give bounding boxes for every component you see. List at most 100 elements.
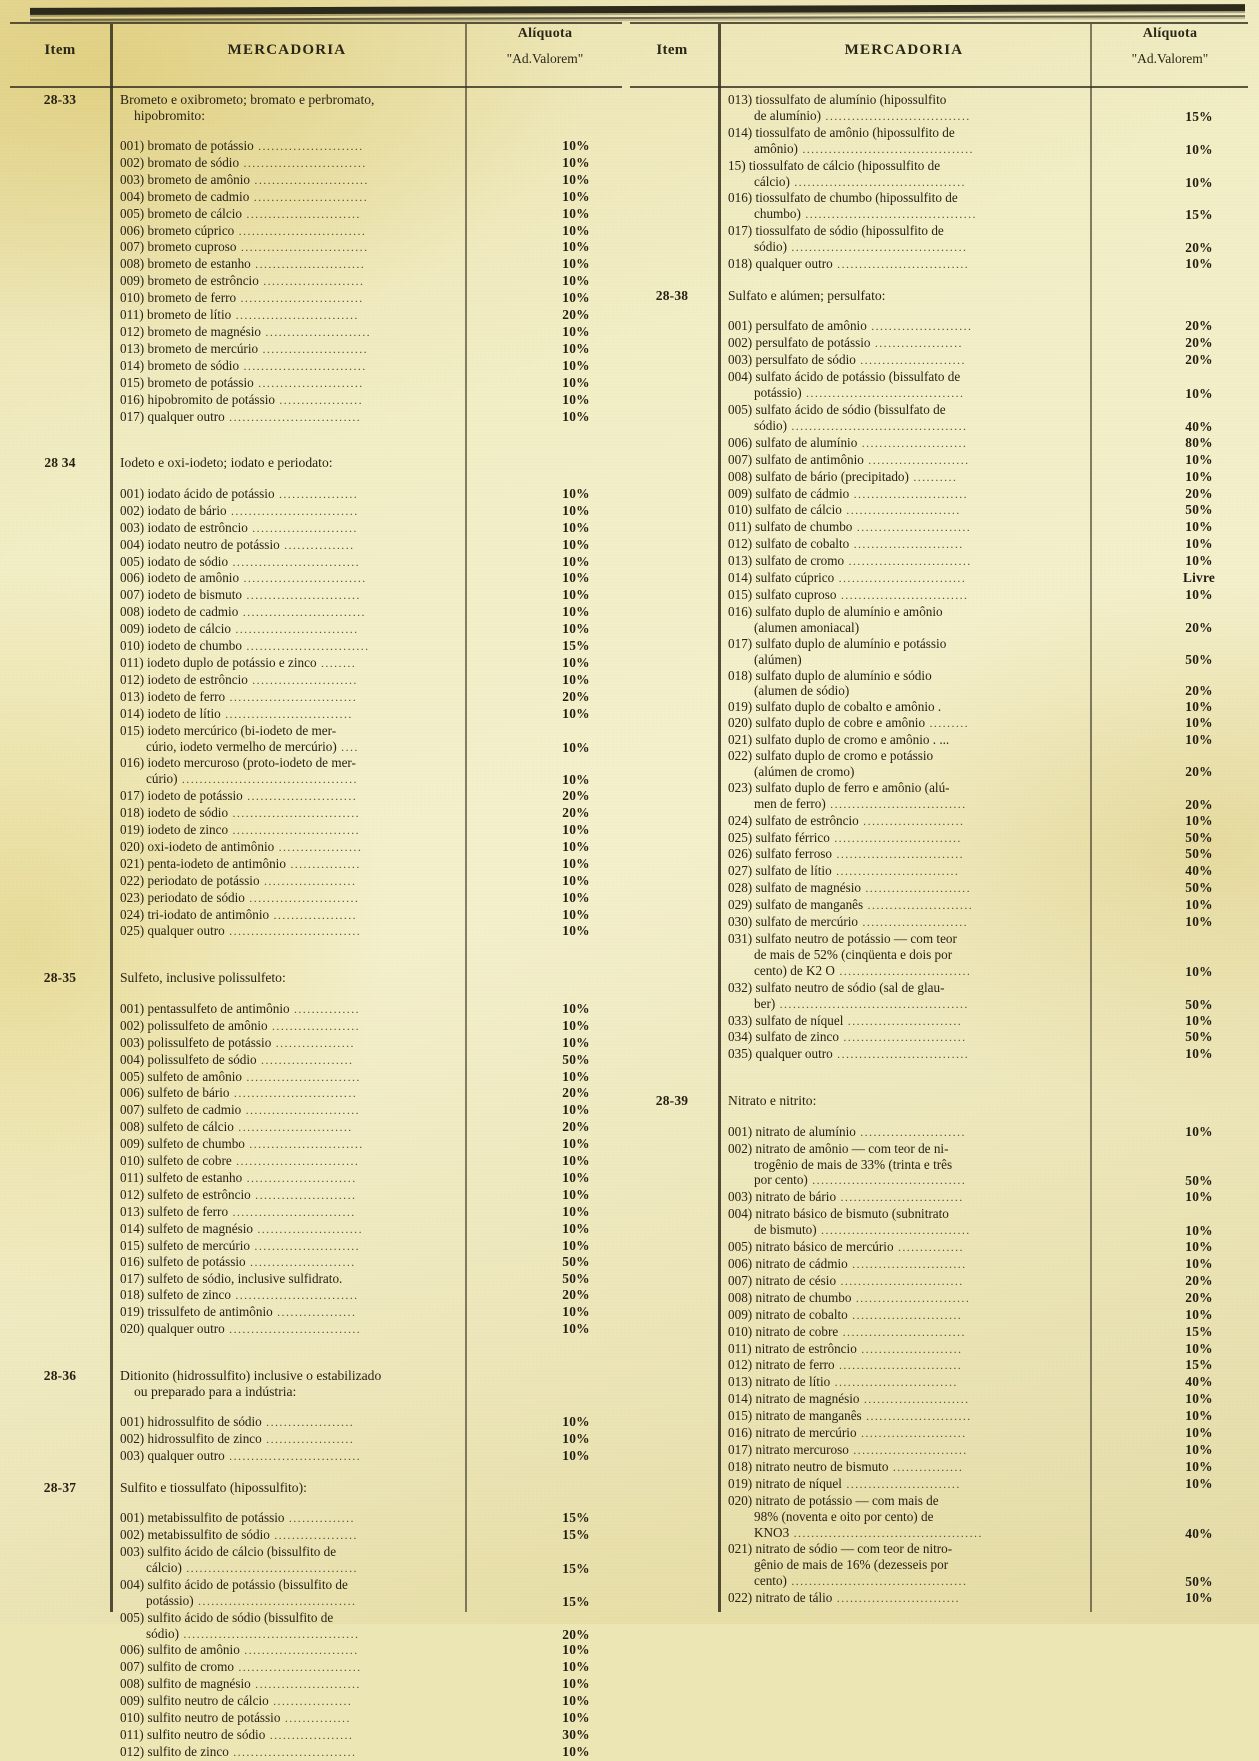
table-row[interactable]: 003) sulfito ácido de cálcio (bissulfito… <box>120 1544 628 1577</box>
table-row[interactable]: 002) nitrato de amônio — com teor de ni-… <box>728 1141 1255 1190</box>
table-row[interactable]: 002) hidrossulfito de zinco ............… <box>120 1431 628 1448</box>
table-row[interactable]: 030) sulfato de mercúrio ...............… <box>728 914 1255 931</box>
table-row[interactable]: 024) tri-iodato de antimônio ...........… <box>120 907 628 924</box>
table-row[interactable]: 009) sulfito neutro de cálcio ..........… <box>120 1693 628 1710</box>
table-row[interactable]: 021) sulfato duplo de cromo e amônio . .… <box>728 732 1255 748</box>
table-row[interactable]: 017) tiossulfato de sódio (hipossulfito … <box>728 223 1255 256</box>
table-row[interactable]: 012) brometo de magnésio ...............… <box>120 324 628 341</box>
table-row[interactable]: 016) hipobromito de potássio ...........… <box>120 392 628 409</box>
table-row[interactable]: 010) iodeto de chumbo ..................… <box>120 638 628 655</box>
table-row[interactable]: 015) nitrato de manganês ...............… <box>728 1408 1255 1425</box>
table-row[interactable]: 005) sulfito ácido de sódio (bissulfito … <box>120 1610 628 1643</box>
table-row[interactable]: 007) iodeto de bismuto .................… <box>120 587 628 604</box>
table-row[interactable]: 017) iodeto de potássio ................… <box>120 788 628 805</box>
table-row[interactable]: 003) iodato de estrôncio ...............… <box>120 520 628 537</box>
table-row[interactable]: 006) sulfito de amônio .................… <box>120 1642 628 1659</box>
table-row[interactable]: 016) nitrato de mercúrio ...............… <box>728 1425 1255 1442</box>
table-row[interactable]: 013) sulfato de cromo ..................… <box>728 553 1255 570</box>
table-row[interactable]: 021) penta-iodeto de antimônio .........… <box>120 856 628 873</box>
table-row[interactable]: 020) nitrato de potássio — com mais de 98… <box>728 1493 1255 1542</box>
table-row[interactable]: 002) metabissulfito de sódio ...........… <box>120 1527 628 1544</box>
table-row[interactable]: 001) nitrato de alumínio ...............… <box>728 1124 1255 1141</box>
table-row[interactable]: 033) sulfato de níquel .................… <box>728 1013 1255 1030</box>
table-row[interactable]: 003) polissulfeto de potássio ..........… <box>120 1035 628 1052</box>
table-row[interactable]: 005) sulfato ácido de sódio (bissulfato … <box>728 402 1255 435</box>
table-row[interactable]: 014) sulfato cúprico ...................… <box>728 570 1255 587</box>
table-row[interactable]: 003) brometo de amônio .................… <box>120 172 628 189</box>
table-row[interactable]: 014) nitrato de magnésio ...............… <box>728 1391 1255 1408</box>
table-row[interactable]: 035) qualquer outro ....................… <box>728 1046 1255 1063</box>
table-row[interactable]: 008) brometo de estanho ................… <box>120 256 628 273</box>
table-row[interactable]: 015) sulfeto de mercúrio ...............… <box>120 1238 628 1255</box>
table-row[interactable]: 014) brometo de sódio ..................… <box>120 358 628 375</box>
table-row[interactable]: 011) iodeto duplo de potássio e zinco ..… <box>120 655 628 672</box>
table-row[interactable]: 018) sulfato duplo de alumínio e sódio (a… <box>728 668 1255 700</box>
table-row[interactable]: 016) iodeto mercuroso (proto-iodeto de m… <box>120 755 628 788</box>
table-row[interactable]: 022) periodato de potássio .............… <box>120 873 628 890</box>
table-row[interactable]: 018) sulfeto de zinco ..................… <box>120 1287 628 1304</box>
table-row[interactable]: 009) nitrato de cobalto ................… <box>728 1307 1255 1324</box>
table-row[interactable]: 013) tiossulfato de alumínio (hipossulfi… <box>728 92 1255 125</box>
table-row[interactable]: 027) sulfato de lítio ..................… <box>728 863 1255 880</box>
table-row[interactable]: 021) nitrato de sódio — com teor de nitr… <box>728 1541 1255 1590</box>
table-row[interactable]: 031) sulfato neutro de potássio — com te… <box>728 931 1255 980</box>
table-row[interactable]: 003) persulfato de sódio ...............… <box>728 352 1255 369</box>
table-row[interactable]: 029) sulfato de manganês ...............… <box>728 897 1255 914</box>
table-row[interactable]: 006) iodeto de amônio ..................… <box>120 570 628 587</box>
table-row[interactable]: 011) sulfito neutro de sódio ...........… <box>120 1727 628 1744</box>
table-row[interactable]: 005) brometo de cálcio .................… <box>120 206 628 223</box>
table-row[interactable]: 015) brometo de potássio ...............… <box>120 375 628 392</box>
table-row[interactable]: 022) nitrato de tálio ..................… <box>728 1590 1255 1607</box>
table-row[interactable]: 006) sulfeto de bário ..................… <box>120 1085 628 1102</box>
table-row[interactable]: 010) nitrato de cobre ..................… <box>728 1324 1255 1341</box>
table-row[interactable]: 023) periodato de sódio ................… <box>120 890 628 907</box>
table-row[interactable]: 008) sulfato de bário (precipitado) ....… <box>728 469 1255 486</box>
table-row[interactable]: 019) sulfato duplo de cobalto e amônio .… <box>728 699 1255 715</box>
table-row[interactable]: 009) brometo de estrôncio ..............… <box>120 273 628 290</box>
table-row[interactable]: 017) nitrato mercuroso .................… <box>728 1442 1255 1459</box>
table-row[interactable]: 012) sulfato de cobalto ................… <box>728 536 1255 553</box>
table-row[interactable]: 010) sulfeto de cobre ..................… <box>120 1153 628 1170</box>
table-row[interactable]: 008) sulfeto de cálcio .................… <box>120 1119 628 1136</box>
table-row[interactable]: 009) sulfato de cádmio .................… <box>728 486 1255 503</box>
table-row[interactable]: 004) polissulfeto de sódio .............… <box>120 1052 628 1069</box>
table-row[interactable]: 015) sulfato cuproso ...................… <box>728 587 1255 604</box>
table-row[interactable]: 011) nitrato de estrôncio ..............… <box>728 1341 1255 1358</box>
table-row[interactable]: 016) tiossulfato de chumbo (hipossulfito… <box>728 190 1255 223</box>
table-row[interactable]: 003) nitrato de bário ..................… <box>728 1189 1255 1206</box>
table-row[interactable]: 017) sulfeto de sódio, inclusive sulfidr… <box>120 1271 628 1287</box>
table-row[interactable]: 001) bromato de potássio ...............… <box>120 138 628 155</box>
table-row[interactable]: 001) metabissulfito de potássio ........… <box>120 1510 628 1527</box>
table-row[interactable]: 004) brometo de cadmio .................… <box>120 189 628 206</box>
table-row[interactable]: 011) sulfato de chumbo .................… <box>728 519 1255 536</box>
table-row[interactable]: 009) iodeto de cálcio ..................… <box>120 621 628 638</box>
table-row[interactable]: 018) nitrato neutro de bismuto .........… <box>728 1459 1255 1476</box>
table-row[interactable]: 002) bromato de sódio ..................… <box>120 155 628 172</box>
table-row[interactable]: 013) iodeto de ferro ...................… <box>120 689 628 706</box>
table-row[interactable]: 028) sulfato de magnésio ...............… <box>728 880 1255 897</box>
table-row[interactable]: 001) persulfato de amônio ..............… <box>728 318 1255 335</box>
table-row[interactable]: 016) sulfeto de potássio ...............… <box>120 1254 628 1271</box>
table-row[interactable]: 007) sulfito de cromo ..................… <box>120 1659 628 1676</box>
table-row[interactable]: 019) iodeto de zinco ...................… <box>120 822 628 839</box>
table-row[interactable]: 010) sulfito neutro de potássio ........… <box>120 1710 628 1727</box>
table-row[interactable]: 008) nitrato de chumbo .................… <box>728 1290 1255 1307</box>
table-row[interactable]: 019) trissulfeto de antimônio ..........… <box>120 1304 628 1321</box>
table-row[interactable]: 017) qualquer outro ....................… <box>120 409 628 426</box>
table-row[interactable]: 019) nitrato de níquel .................… <box>728 1476 1255 1493</box>
table-row[interactable]: 004) sulfato ácido de potássio (bissulfa… <box>728 369 1255 402</box>
table-row[interactable]: 020) sulfato duplo de cobre e amônio ...… <box>728 715 1255 732</box>
table-row[interactable]: 013) nitrato de lítio ..................… <box>728 1374 1255 1391</box>
table-row[interactable]: 004) iodato neutro de potássio .........… <box>120 537 628 554</box>
table-row[interactable]: 018) qualquer outro ....................… <box>728 256 1255 273</box>
table-row[interactable]: 013) sulfeto de ferro ..................… <box>120 1204 628 1221</box>
table-row[interactable]: 023) sulfato duplo de ferro e amônio (al… <box>728 780 1255 813</box>
table-row[interactable]: 014) tiossulfato de amônio (hipossulfito… <box>728 125 1255 158</box>
table-row[interactable]: 001) pentassulfeto de antimônio ........… <box>120 1001 628 1018</box>
table-row[interactable]: 002) iodato de bário ...................… <box>120 503 628 520</box>
table-row[interactable]: 022) sulfato duplo de cromo e potássio (a… <box>728 748 1255 780</box>
table-row[interactable]: 002) polissulfeto de amônio ............… <box>120 1018 628 1035</box>
table-row[interactable]: 008) sulfito de magnésio ...............… <box>120 1676 628 1693</box>
table-row[interactable]: 005) sulfeto de amônio .................… <box>120 1069 628 1086</box>
table-row[interactable]: 001) iodato ácido de potássio ..........… <box>120 486 628 503</box>
